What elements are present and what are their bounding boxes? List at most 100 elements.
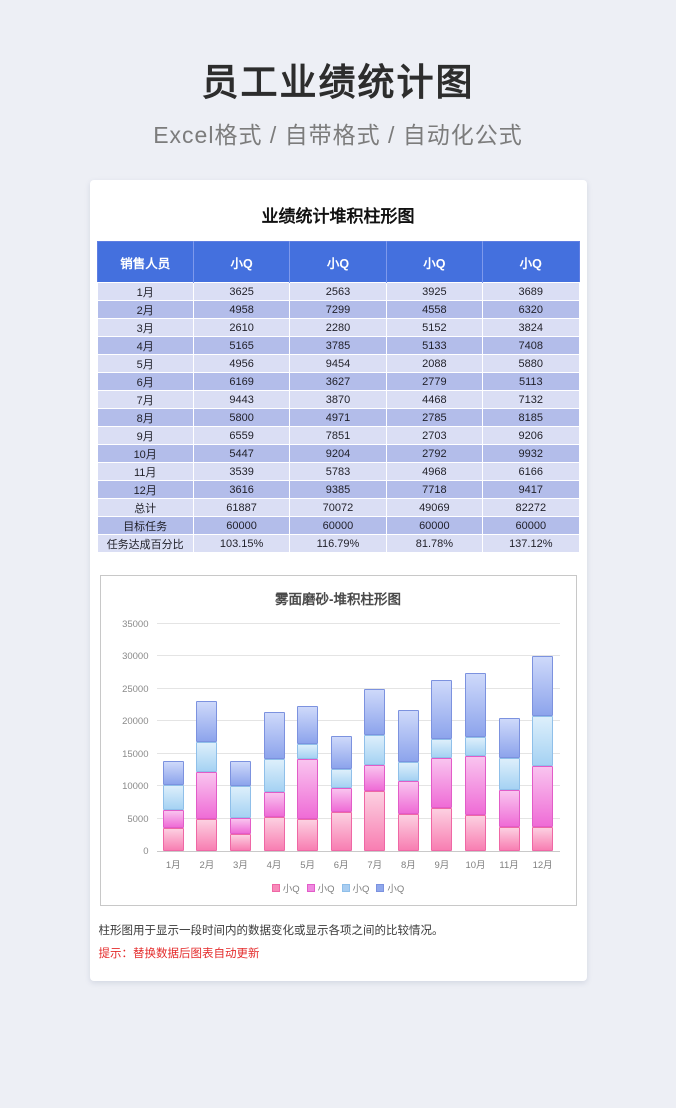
bar-segment bbox=[229, 818, 251, 834]
table-row: 总计 61887 70072 49069 82272 bbox=[96, 498, 580, 517]
table-cell: 9443 bbox=[192, 390, 291, 409]
x-axis-label: 5月 bbox=[300, 860, 315, 871]
table-cell: 5783 bbox=[289, 462, 387, 481]
bar-segment bbox=[196, 741, 218, 772]
bar-segment bbox=[464, 756, 486, 816]
table-row: 目标任务 60000 60000 60000 60000 bbox=[96, 516, 580, 535]
bar-segment bbox=[397, 781, 419, 814]
bar-segment bbox=[364, 790, 386, 852]
table-cell: 2779 bbox=[385, 372, 484, 391]
table-cell: 5113 bbox=[482, 372, 580, 391]
table-row: 任务达成百分比 103.15% 116.79% 81.78% 137.12% bbox=[96, 534, 580, 553]
bar-segment bbox=[364, 764, 386, 791]
table-cell: 3627 bbox=[289, 372, 387, 391]
chart-title: 雾面磨砂-堆积柱形图 bbox=[275, 592, 401, 607]
bar-segment bbox=[397, 762, 419, 782]
table-cell: 4月 bbox=[96, 336, 194, 355]
stacked-bar bbox=[464, 673, 486, 852]
table-cell: 6320 bbox=[482, 300, 580, 319]
table-cell: 5165 bbox=[192, 336, 291, 355]
stacked-bar bbox=[263, 711, 285, 851]
bar-segment bbox=[397, 710, 419, 763]
table-cell: 8月 bbox=[96, 408, 194, 427]
chart-x-axis: 1月 2月 3月 4月 5月 6月 7月 8月 9月 10月 11月 12月 bbox=[157, 857, 560, 871]
table-cell: 7851 bbox=[289, 426, 387, 445]
x-axis-label: 11月 bbox=[499, 860, 519, 871]
gridline bbox=[156, 687, 560, 689]
table-cell: 6169 bbox=[192, 372, 291, 391]
bar-segment bbox=[162, 810, 184, 828]
legend-item: 小Q bbox=[341, 881, 369, 895]
table-cell: 目标任务 bbox=[96, 516, 194, 535]
table-row: 5月 4956 9454 2088 5880 bbox=[96, 354, 580, 373]
table-cell: 2280 bbox=[289, 318, 387, 337]
legend-swatch-icon bbox=[376, 884, 385, 892]
table-cell: 9385 bbox=[289, 480, 387, 499]
x-axis-label: 4月 bbox=[266, 860, 282, 871]
table-row: 2月 4958 7299 4558 6320 bbox=[96, 300, 580, 319]
stacked-bar bbox=[196, 700, 218, 851]
table-cell: 4958 bbox=[192, 300, 291, 319]
bar-slot bbox=[392, 624, 426, 851]
legend-swatch-icon bbox=[271, 884, 280, 892]
stacked-bar-chart: 雾面磨砂-堆积柱形图 0 5000 10000 15000 20000 25000 3000… bbox=[99, 575, 577, 906]
table-row: 11月 3539 5783 4968 6166 bbox=[96, 462, 580, 481]
table-cell: 2785 bbox=[385, 408, 484, 427]
bar-segment bbox=[431, 680, 453, 740]
bar-segment bbox=[532, 766, 554, 827]
tip-text: 提示：替换数据后图表自动更新 bbox=[98, 948, 260, 960]
table-cell: 2792 bbox=[385, 444, 484, 463]
chart-description: 柱形图用于显示一段时间内的数据变化或显示各项之间的比较情况。 bbox=[98, 925, 444, 937]
table-header-cell: 小Q bbox=[289, 241, 387, 283]
bar-segment bbox=[498, 757, 520, 791]
table-cell: 2563 bbox=[289, 282, 387, 301]
table-cell: 5152 bbox=[385, 318, 484, 337]
bar-segment bbox=[532, 655, 554, 717]
legend-item: 小Q bbox=[376, 881, 404, 895]
bar-segment bbox=[229, 785, 251, 819]
bars-layer bbox=[157, 624, 560, 852]
bar-segment bbox=[364, 735, 386, 765]
table-header-cell: 销售人员 bbox=[97, 241, 194, 283]
bar-segment bbox=[263, 817, 285, 851]
x-axis-label: 12月 bbox=[532, 860, 553, 871]
table-cell: 60000 bbox=[482, 516, 580, 535]
bar-slot bbox=[157, 624, 191, 851]
table-cell: 2月 bbox=[96, 300, 194, 319]
table-cell: 7299 bbox=[289, 300, 387, 319]
bar-segment bbox=[464, 736, 486, 757]
stacked-bar bbox=[431, 680, 453, 851]
gridline bbox=[156, 752, 560, 754]
table-cell: 6559 bbox=[192, 426, 291, 445]
table-cell: 1月 bbox=[96, 282, 194, 301]
bar-segment bbox=[431, 757, 453, 809]
y-axis-label: 10000 bbox=[122, 781, 149, 793]
x-axis-label: 2月 bbox=[199, 860, 215, 871]
gridline bbox=[156, 655, 560, 657]
table-cell: 9206 bbox=[482, 426, 580, 445]
table-cell: 137.12% bbox=[482, 534, 580, 553]
table-cell: 5880 bbox=[482, 354, 580, 373]
y-axis-label: 25000 bbox=[122, 683, 149, 695]
table-cell: 70072 bbox=[289, 498, 387, 517]
bar-slot bbox=[224, 624, 258, 851]
bar-segment bbox=[196, 818, 218, 851]
table-cell: 6166 bbox=[482, 462, 580, 481]
stacked-bar bbox=[330, 736, 352, 851]
y-axis-label: 5000 bbox=[127, 813, 149, 825]
gridline bbox=[156, 720, 560, 722]
bar-slot bbox=[492, 624, 526, 851]
bar-segment bbox=[196, 771, 218, 819]
bar-segment bbox=[330, 787, 352, 812]
table-cell: 2610 bbox=[192, 318, 291, 337]
stacked-bar bbox=[229, 761, 251, 851]
stacked-bar bbox=[498, 718, 520, 851]
table-cell: 8185 bbox=[482, 408, 580, 427]
legend-swatch-icon bbox=[341, 884, 350, 892]
template-card: 业绩统计堆积柱形图 销售人员 小Q 小Q 小Q 小Q 1月 3625 2563 3925 368… bbox=[89, 180, 587, 981]
table-cell: 116.79% bbox=[289, 534, 387, 553]
table-cell: 2088 bbox=[385, 354, 484, 373]
bar-segment bbox=[498, 827, 520, 851]
bar-segment bbox=[263, 758, 285, 793]
bar-segment bbox=[297, 758, 319, 819]
